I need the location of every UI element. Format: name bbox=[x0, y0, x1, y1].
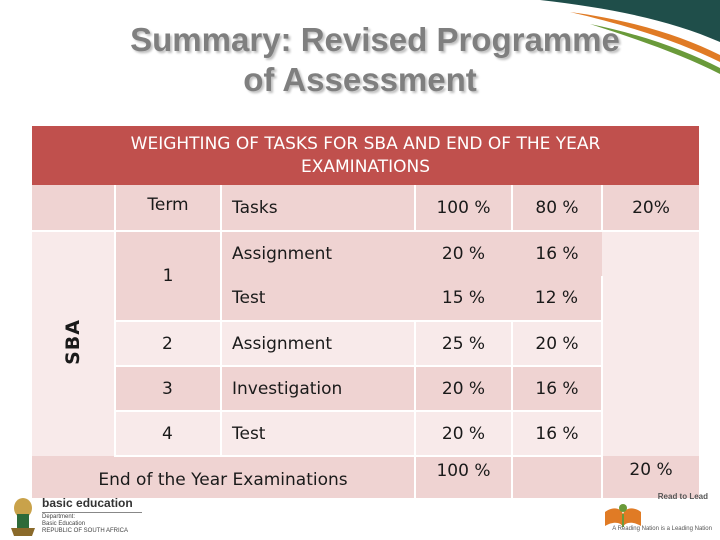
decorative-swoosh bbox=[540, 0, 720, 74]
task-cell: Test bbox=[221, 411, 416, 457]
logo-sub-1: Department: bbox=[42, 514, 76, 520]
title-line-1: Summary: Revised Programme bbox=[130, 21, 620, 58]
footer-pct20: 20 % bbox=[602, 456, 700, 498]
weighting-table: WEIGHTING OF TASKS FOR SBA AND END OF TH… bbox=[32, 126, 700, 498]
pct80-cell: 16 % bbox=[512, 366, 603, 412]
pct100-cell: 20 % bbox=[415, 231, 512, 276]
read-to-lead-text: Read to Lead bbox=[657, 492, 708, 501]
footer-label: End of the Year Examinations bbox=[32, 456, 416, 498]
book-icon bbox=[605, 504, 641, 527]
col-80: 80 % bbox=[512, 185, 603, 232]
logo-divider bbox=[42, 512, 142, 513]
title-line-2: of Assessment bbox=[243, 61, 477, 98]
read-to-lead-logo: Read to Lead A Reading Nation is a Leadi… bbox=[599, 492, 714, 538]
logo-sub-3: REPUBLIC OF SOUTH AFRICA bbox=[42, 528, 129, 534]
corner-cell bbox=[32, 185, 116, 232]
coat-of-arms-icon bbox=[11, 498, 35, 536]
task-cell: Test bbox=[221, 276, 415, 322]
pct80-cell: 16 % bbox=[512, 231, 602, 276]
logo-sub-2: Basic Education bbox=[42, 521, 86, 527]
table-header-row: WEIGHTING OF TASKS FOR SBA AND END OF TH… bbox=[32, 126, 700, 185]
table-header-line-2: EXAMINATIONS bbox=[301, 156, 431, 177]
footer-pct100: 100 % bbox=[415, 456, 513, 498]
col-tasks: Tasks bbox=[221, 185, 416, 232]
term-cell: 4 bbox=[115, 411, 222, 457]
pct80-cell: 20 % bbox=[512, 321, 603, 367]
table-row: Test 15 % 12 % bbox=[32, 276, 699, 322]
pct80-cell: 16 % bbox=[512, 411, 603, 457]
page-title: Summary: Revised Programme of Assessment bbox=[0, 20, 720, 100]
basic-education-logo: basic education Department: Basic Educat… bbox=[8, 492, 158, 538]
footer-row: End of the Year Examinations 100 % 20 % bbox=[32, 456, 700, 498]
term-cell: 3 bbox=[115, 366, 222, 412]
task-cell: Assignment bbox=[221, 231, 415, 276]
table-row: SBA 1 Assignment 20 % 16 % bbox=[32, 231, 700, 456]
tagline-text: A Reading Nation is a Leading Nation bbox=[612, 526, 712, 532]
sba-cell: SBA bbox=[32, 231, 116, 456]
pct20-empty-cell bbox=[602, 231, 700, 456]
table-header-line-1: WEIGHTING OF TASKS FOR SBA AND END OF TH… bbox=[130, 133, 601, 154]
pct100-cell: 15 % bbox=[415, 276, 512, 322]
logo-title: basic education bbox=[42, 496, 133, 510]
table-row: 3 Investigation 20 % 16 % bbox=[32, 366, 699, 412]
col-20: 20% bbox=[602, 185, 700, 232]
pct100-cell: 25 % bbox=[415, 321, 513, 367]
term-cell: 1 bbox=[115, 231, 222, 322]
pct100-cell: 20 % bbox=[415, 411, 513, 457]
table-row: 4 Test 20 % 16 % bbox=[32, 411, 699, 457]
pct100-cell: 20 % bbox=[415, 366, 513, 412]
table-row: 2 Assignment 25 % 20 % bbox=[32, 321, 699, 367]
task-cell: Assignment bbox=[221, 321, 416, 367]
col-term: Term bbox=[115, 185, 222, 232]
col-100: 100 % bbox=[415, 185, 513, 232]
term-cell: 2 bbox=[115, 321, 222, 367]
pct80-cell: 12 % bbox=[512, 276, 603, 322]
footer-empty-cell bbox=[512, 456, 603, 498]
column-header-row: Term Tasks 100 % 80 % 20% bbox=[32, 185, 700, 232]
task-cell: Investigation bbox=[221, 366, 416, 412]
sba-label: SBA bbox=[62, 318, 84, 365]
table-header: WEIGHTING OF TASKS FOR SBA AND END OF TH… bbox=[32, 126, 700, 185]
